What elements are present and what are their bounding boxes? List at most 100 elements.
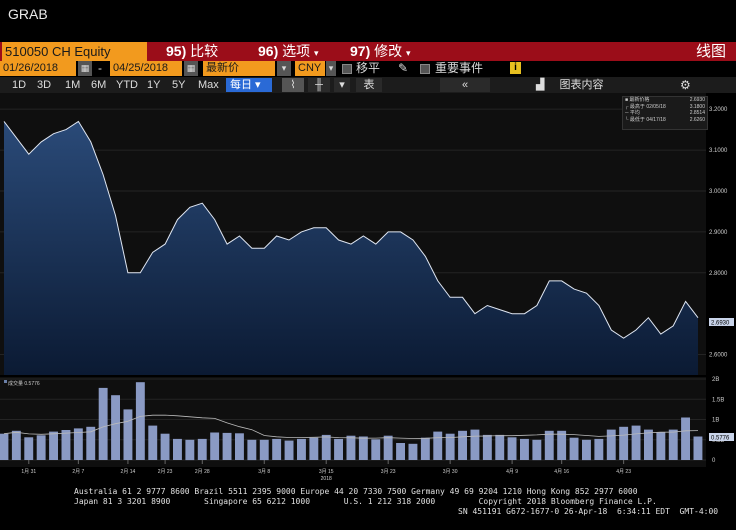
options-label: 选项: [282, 43, 311, 59]
x-year-label: 2018: [321, 476, 332, 482]
legend-row: ─ 平均 2.8514: [623, 110, 707, 117]
legend-value: 2.6930: [689, 97, 705, 103]
chart-legend[interactable]: ■ 最新价格 2.6930 ┌ 最高于 02/05/18 3.1800 ─ 平均 2.85…: [622, 96, 708, 130]
x-tick-label: 3月 23: [381, 469, 396, 475]
volume-bar: [681, 417, 690, 460]
volume-bar: [0, 433, 9, 460]
period-button-1d[interactable]: 1D: [12, 79, 27, 91]
end-date-input[interactable]: 04/25/2018: [110, 61, 182, 76]
x-tick-label: 2月 14: [121, 469, 136, 475]
info-icon[interactable]: i: [510, 62, 521, 74]
volume-bar: [197, 438, 207, 460]
volume-bar: [210, 432, 220, 460]
legend-row: ■ 最新价格 2.6930: [623, 97, 707, 104]
price-area: [3, 120, 699, 376]
volume-bar: [222, 432, 232, 460]
volume-bar: [656, 432, 666, 460]
compare-button[interactable]: 95) 比较: [166, 42, 218, 61]
volume-bar: [123, 409, 133, 460]
volume-bar: [495, 434, 505, 460]
volume-bar: [445, 433, 455, 460]
period-button-1m[interactable]: 1M: [65, 79, 81, 91]
volume-bar: [247, 439, 257, 461]
options-caret-icon: ▾: [314, 48, 319, 58]
edit-caret-icon: ▾: [406, 48, 411, 58]
legend-label: ■ 最新价格: [625, 97, 650, 103]
frequency-select[interactable]: 每日 ▾: [226, 78, 272, 92]
volume-bar: [544, 430, 554, 460]
price-area-fill: [4, 121, 698, 376]
candlestick-icon[interactable]: ╫: [308, 78, 330, 92]
edit-label: 修改: [374, 43, 403, 59]
start-date-input[interactable]: 01/26/2018: [0, 61, 76, 76]
events-checkbox[interactable]: [420, 64, 430, 74]
volume-bar: [98, 387, 108, 460]
period-button-ytd[interactable]: YTD: [116, 79, 138, 91]
volume-bar: [693, 436, 703, 460]
x-tick-label: 2月 23: [158, 469, 173, 475]
volume-bar: [520, 438, 529, 460]
period-button-max[interactable]: Max: [198, 79, 219, 91]
currency-select[interactable]: CNY: [295, 61, 325, 76]
chart-content-button[interactable]: ▟ 图表内容: [536, 78, 604, 92]
volume-bar: [272, 438, 282, 460]
options-button[interactable]: 96) 选项 ▾: [258, 42, 319, 61]
table-button[interactable]: 表: [356, 78, 382, 92]
volume-bar: [569, 437, 579, 460]
shift-label: 移平: [356, 61, 381, 75]
ticker-field[interactable]: 510050 CH Equity: [2, 42, 147, 61]
line-chart-view-label: 线图: [695, 43, 726, 60]
volume-bar: [11, 430, 21, 460]
calendar-icon[interactable]: ▦: [78, 61, 92, 76]
chevron-down-icon[interactable]: ▾: [277, 61, 291, 76]
edit-button[interactable]: 97) 修改 ▾: [350, 42, 411, 61]
legend-row: ┌ 最高于 02/05/18 3.1800: [623, 104, 707, 111]
grab-title: GRAB: [8, 6, 48, 22]
volume-bar: [532, 439, 542, 461]
volume-bar: [619, 426, 629, 460]
volume-average-line: [3, 414, 699, 439]
price-tick-label: 3.1000: [709, 148, 728, 154]
volume-bar: [408, 443, 418, 460]
price-tick-label: 3.2000: [709, 107, 728, 113]
options-num: 96): [258, 43, 279, 59]
price-type-select[interactable]: 最新价: [203, 61, 275, 76]
price-tick-label: 2.9000: [709, 230, 728, 236]
price-volume-chart[interactable]: 3.2000 3.1000 3.0000 2.9000 2.8000 2.6000 2B 1.…: [0, 93, 736, 485]
gear-icon[interactable]: ⚙: [680, 78, 691, 92]
volume-bar: [482, 434, 492, 460]
chevron-down-icon[interactable]: ▾: [334, 78, 350, 92]
pen-icon[interactable]: ✎: [398, 61, 409, 75]
period-button-6m[interactable]: 6M: [91, 79, 107, 91]
x-tick-label: 3月 30: [443, 469, 458, 475]
volume-bar: [235, 433, 244, 460]
footer-contacts-line1: Australia 61 2 9777 8600 Brazil 5511 239…: [74, 487, 638, 496]
volume-bar: [297, 438, 306, 460]
volume-bar: [606, 429, 616, 460]
price-tick-label: 3.0000: [709, 189, 728, 195]
line-chart-icon[interactable]: ⌇: [282, 78, 304, 92]
volume-bar: [284, 440, 294, 460]
chart-content-label: 图表内容: [559, 79, 604, 91]
volume-bar: [644, 429, 653, 460]
volume-bar: [582, 439, 591, 461]
period-button-5y[interactable]: 5Y: [172, 79, 186, 91]
volume-bars: [0, 382, 703, 461]
period-button-1y[interactable]: 1Y: [147, 79, 161, 91]
period-button-3d[interactable]: 3D: [37, 79, 52, 91]
legend-label: ┌ 最高于 02/05/18: [625, 103, 666, 110]
legend-value: 3.1800: [689, 103, 705, 110]
frequency-label: 每日: [230, 79, 252, 91]
chart-content-icon: ▟: [536, 79, 545, 91]
collapse-left-icon[interactable]: «: [440, 78, 490, 92]
volume-bar: [631, 425, 641, 460]
volume-bar: [321, 434, 331, 460]
chevron-down-icon[interactable]: ▾: [326, 61, 336, 76]
date-range-dash: -: [98, 61, 102, 75]
volume-bar: [458, 430, 467, 460]
calendar-icon[interactable]: ▦: [184, 61, 198, 76]
volume-bar: [173, 438, 182, 460]
volume-bar: [668, 429, 678, 460]
volume-bar: [309, 437, 319, 460]
shift-checkbox[interactable]: [342, 64, 352, 74]
